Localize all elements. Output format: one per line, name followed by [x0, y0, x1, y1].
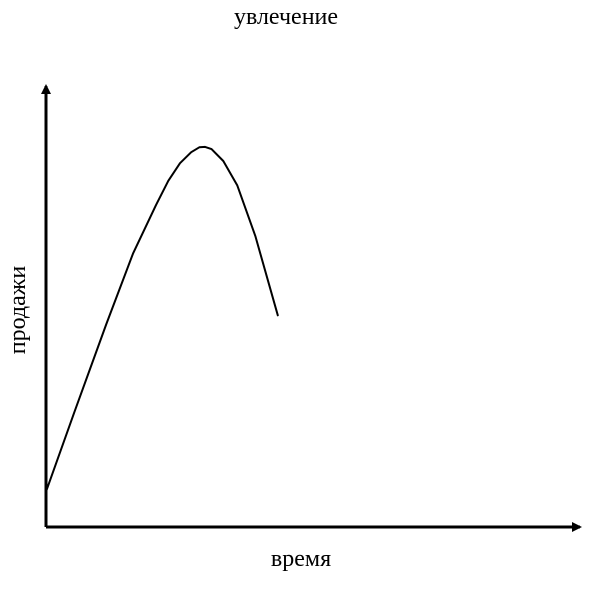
chart-title: увлечение	[234, 4, 338, 30]
y-axis-label: продажи	[5, 266, 31, 355]
series-line	[45, 145, 279, 493]
x-axis-label: время	[271, 546, 331, 572]
